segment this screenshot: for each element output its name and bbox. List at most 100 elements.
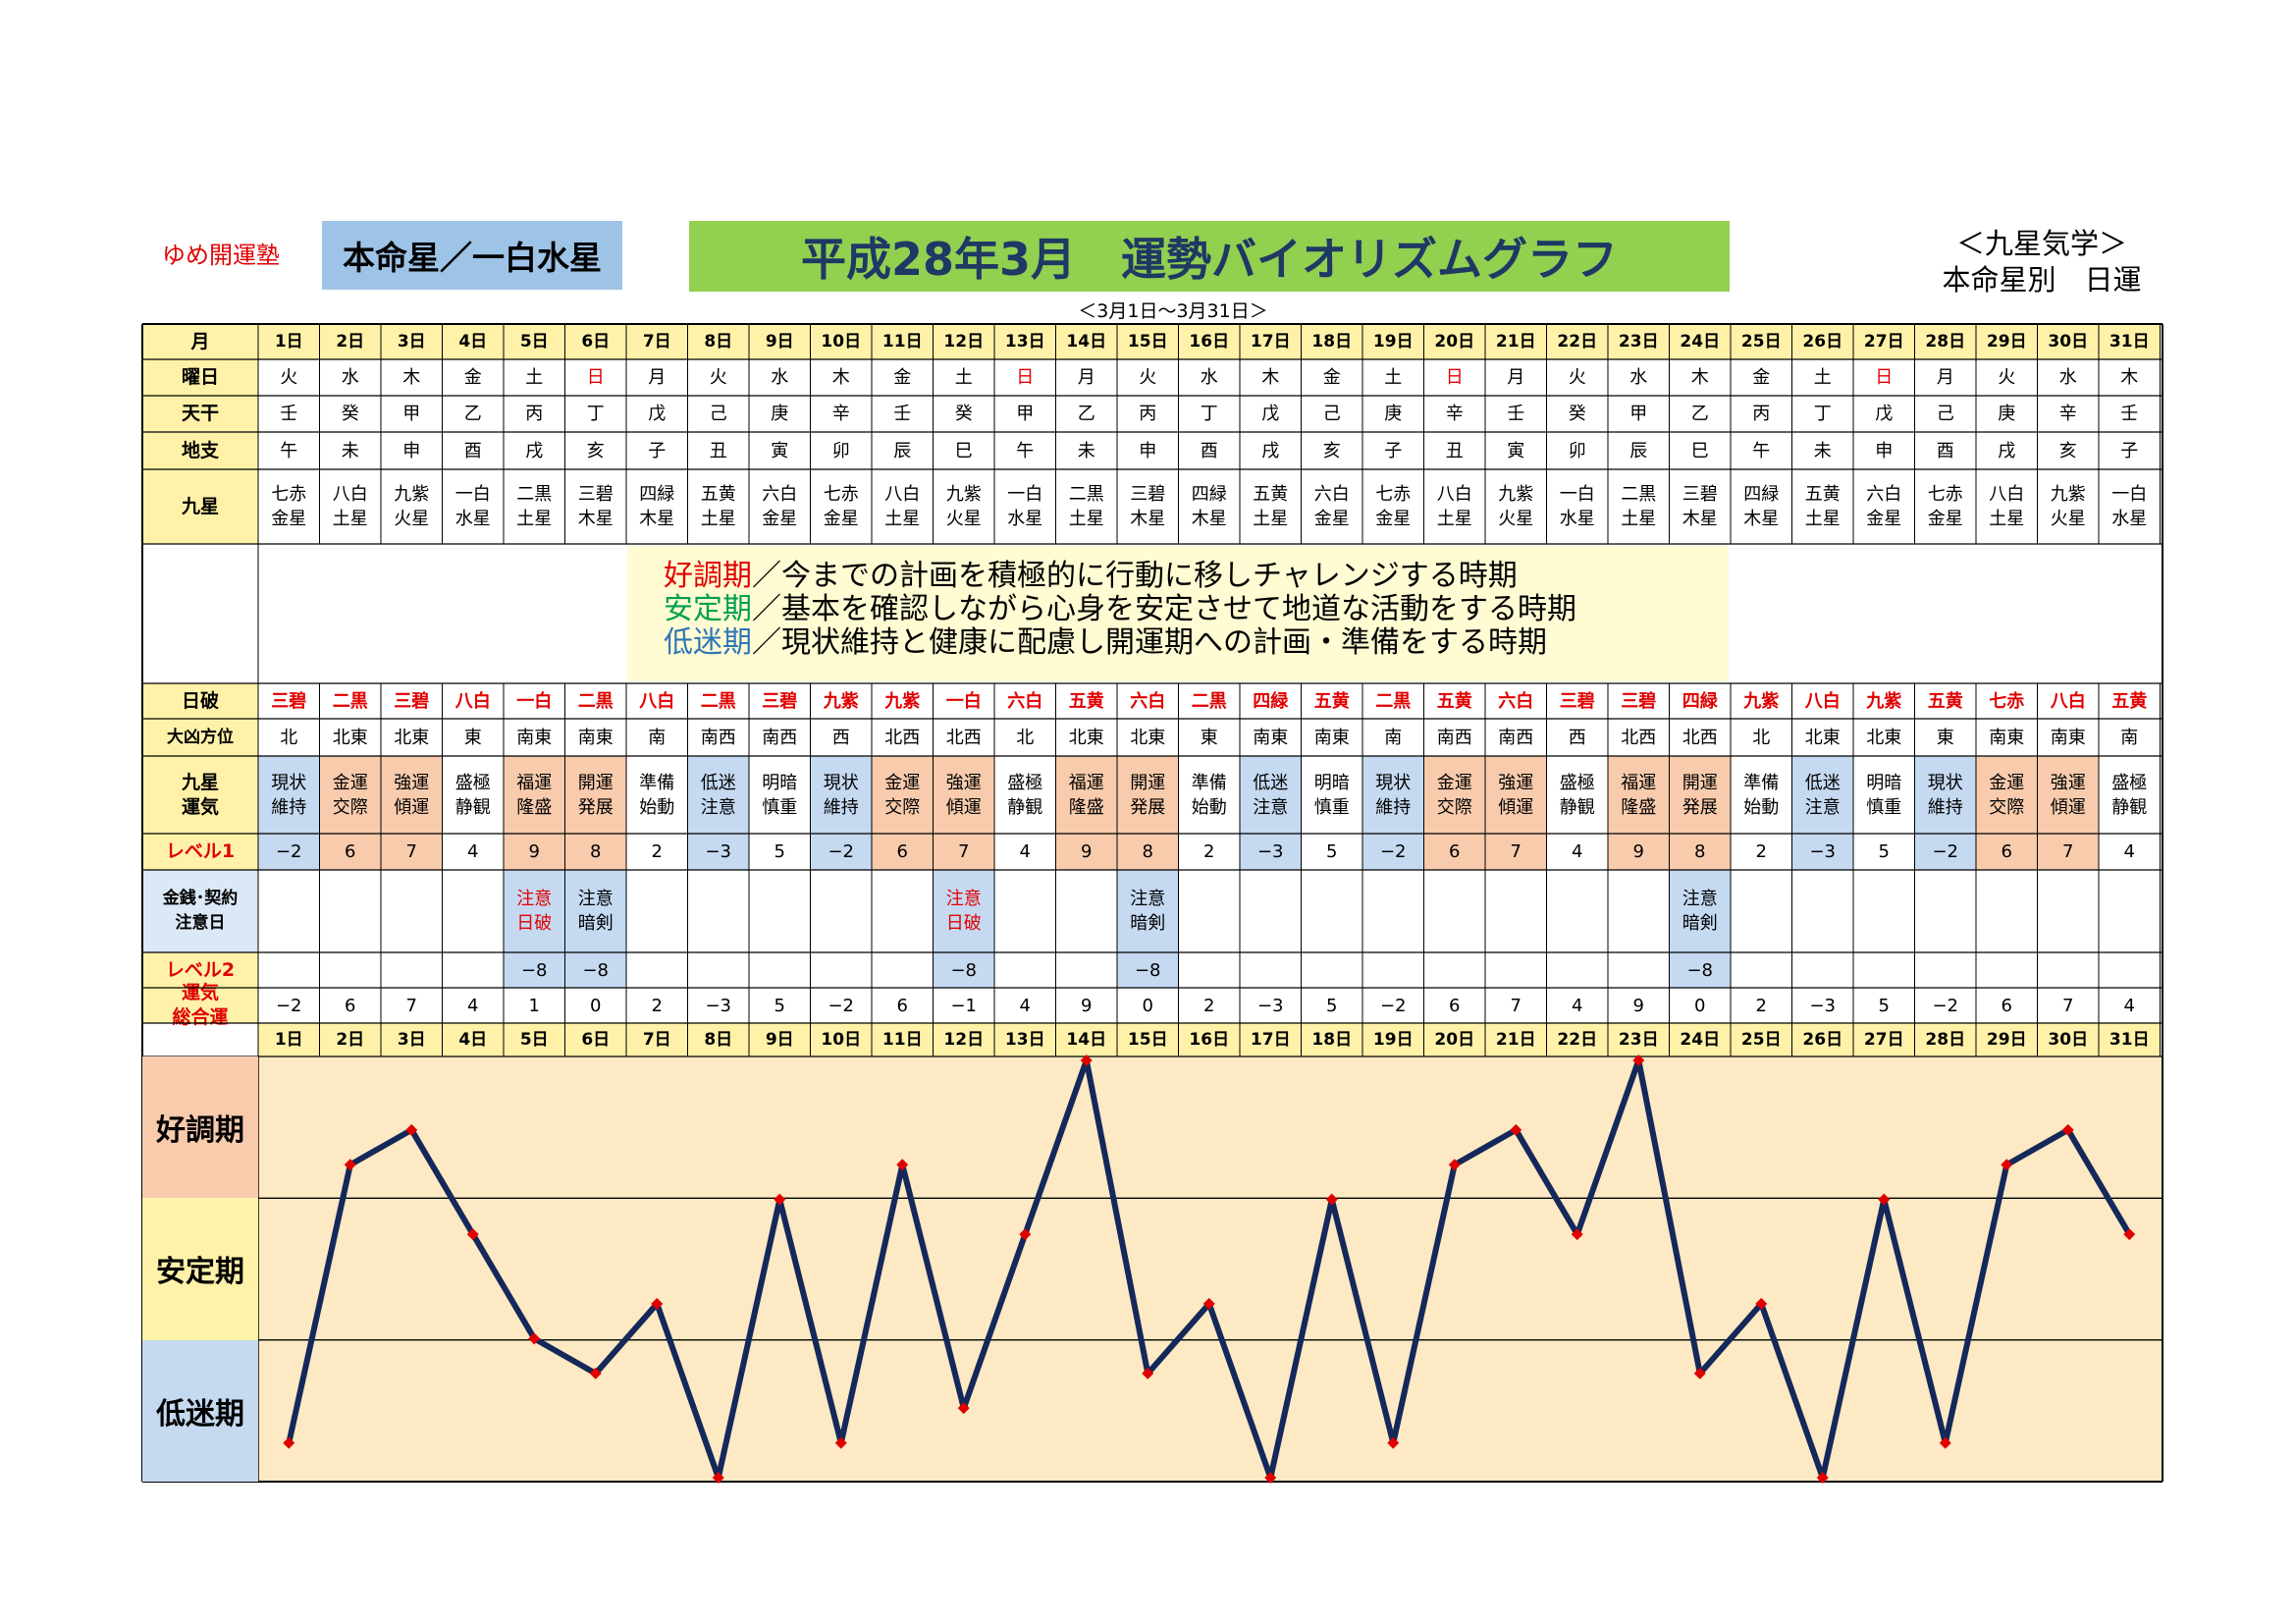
weekday-cell: 火 [1568,367,1586,388]
tenkan-cell: 庚 [1998,404,2016,424]
days-cell: 3日 [381,1023,443,1056]
level1-cell: 4 [467,841,479,862]
tenkan-cell: 癸 [1568,404,1586,424]
days-cell: 2日 [319,1023,381,1056]
weekday-cell: 日 [1445,367,1464,388]
daikyo-cell: 北東 [394,727,430,748]
nippa-cell: 九紫 [1866,690,1902,712]
data-point [1080,1055,1093,1066]
school-name: ゆめ開運塾 [162,242,280,269]
data-point [589,1367,602,1380]
days-cell: 2日 [319,324,381,359]
tenkan-cell: 庚 [1384,404,1403,424]
level1-cell: 7 [1485,834,1547,870]
kiun-cell: 準備 始動 [1191,772,1227,818]
weekday-cell: 土 [1384,367,1403,388]
weekday-cell: 土 [954,367,973,388]
days-cell: 10日 [810,1023,872,1056]
days-cell: 30日 [2037,1023,2099,1056]
tenkan-cell: 甲 [402,404,421,424]
nippa-cell: 二黒 [700,690,736,712]
nippa-cell: 三碧 [271,690,307,712]
kiun-cell: 盛極 静観 [1559,772,1595,818]
kyusei-cell: 五黄 土星 [1804,484,1841,529]
daikyo-cell: 南 [2120,727,2139,748]
tenkan-cell: 壬 [280,404,298,424]
days-cell: 24日 [1669,1023,1731,1056]
nippa-cell: 三碧 [394,690,430,712]
total-cell: 5 [774,995,785,1016]
daikyo-cell: 南西 [1498,727,1534,748]
days-cell: 16日 [1178,1023,1240,1056]
daikyo-cell: 東 [1200,727,1218,748]
caution-cell: 注意 暗剣 [1669,870,1731,952]
weekday-cell: 月 [648,367,667,388]
daikyo-cell: 東 [1936,727,1954,748]
chishi-cell: 辰 [1629,440,1648,461]
days-cell: 13日 [994,324,1056,359]
honmeisei-label: 本命星／一白水星 [322,221,622,290]
nippa-cell: 四緑 [1682,690,1718,712]
nippa-cell: 五黄 [1313,690,1350,712]
total-cell: 4 [1572,995,1583,1016]
kyusei-cell: 三碧 木星 [577,484,614,529]
daikyo-cell: 西 [831,727,850,748]
kiun-cell: 現状 維持 [1362,756,1424,834]
kiun-cell: 金運 交際 [872,756,934,834]
tenkan-cell: 戊 [1875,404,1894,424]
daikyo-cell: 北東 [1804,727,1841,748]
tenkan-cell: 乙 [1077,404,1095,424]
days-cell: 23日 [1608,324,1670,359]
zone-label: 好調期 [142,1056,258,1199]
days-cell: 22日 [1546,324,1608,359]
legend-low: 低迷期／現状維持と健康に配慮し開運期への計画・準備をする時期 [664,626,1729,660]
daikyo-cell: 南西 [1436,727,1472,748]
total-cell: 0 [590,995,602,1016]
kyusei-cell: 八白 土星 [1989,484,2025,529]
days-cell: 23日 [1608,1023,1670,1056]
chart-plot-area [258,1056,2163,1482]
level2-cell: −8 [504,952,565,988]
row-label-kiun: 九星 運気 [142,756,258,834]
daikyo-cell: 南東 [2050,727,2086,748]
chishi-cell: 丑 [1445,440,1464,461]
data-point [1264,1472,1277,1484]
zone-label: 安定期 [142,1198,258,1340]
weekday-cell: 火 [280,367,298,388]
days-cell: 8日 [687,324,749,359]
kyusei-cell: 六白 金星 [1313,484,1350,529]
data-point [1325,1193,1338,1206]
data-point [1387,1436,1400,1449]
chishi-cell: 未 [1813,440,1832,461]
level2-cell: −8 [1117,952,1179,988]
days-cell: 17日 [1240,324,1302,359]
days-cell: 20日 [1423,324,1485,359]
kyusei-cell: 九紫 火星 [394,484,430,529]
days-cell: 19日 [1362,324,1424,359]
kyusei-cell: 八白 土星 [332,484,368,529]
days-cell: 14日 [1055,324,1117,359]
row-label-tenkan: 天干 [142,396,258,432]
daikyo-cell: 南西 [700,727,736,748]
nippa-cell: 二黒 [577,690,614,712]
days-cell: 27日 [1853,324,1915,359]
days-cell: 21日 [1485,324,1547,359]
data-point [834,1436,847,1449]
level1-cell: 9 [504,834,565,870]
total-cell: −2 [275,995,302,1016]
level1-cell: 8 [1117,834,1179,870]
tenkan-cell: 己 [1322,404,1341,424]
level1-cell: 6 [872,834,934,870]
nippa-cell: 一白 [516,690,553,712]
caution-cell: 注意 暗剣 [1117,870,1179,952]
chishi-cell: 酉 [463,440,482,461]
kyusei-cell: 一白 水星 [2111,484,2148,529]
total-cell: 6 [345,995,356,1016]
level1-cell: 9 [1608,834,1670,870]
days-cell: 13日 [994,1023,1056,1056]
kiun-cell: 強運 傾運 [381,756,443,834]
days-cell: 31日 [2099,1023,2161,1056]
legend-box: 好調期／今までの計画を積極的に行動に移しチャレンジする時期 安定期／基本を確認し… [627,546,1729,681]
weekday-cell: 木 [402,367,421,388]
